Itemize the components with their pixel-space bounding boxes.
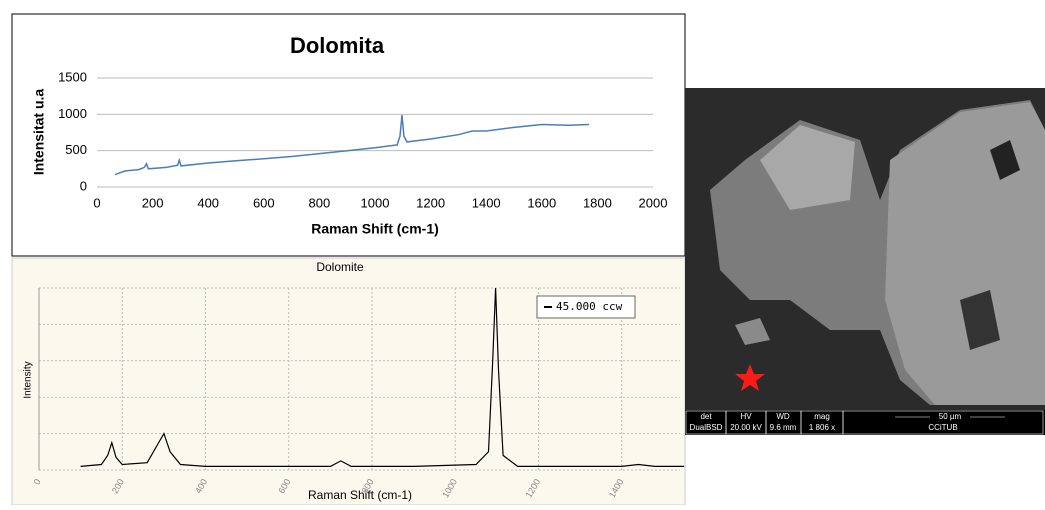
sem-label: HV	[740, 412, 752, 421]
x-tick-label: 1200	[416, 195, 445, 210]
sem-value: 20.00 kV	[730, 423, 762, 432]
sem-label: mag	[814, 412, 830, 421]
y-tick-label: 500	[65, 142, 87, 157]
y-axis-label: Intensity	[23, 361, 34, 398]
x-tick-label: 0	[93, 195, 100, 210]
x-tick-label: 1000	[361, 195, 390, 210]
page: Dolomita Raman Shift (cm-1) Intensitat u.a…	[0, 0, 1045, 505]
x-tick-label: 1400	[472, 195, 501, 210]
sem-scale: 50 µm	[939, 412, 962, 421]
x-tick-label: 1600	[527, 195, 556, 210]
sem-value: DualBSD	[690, 423, 723, 432]
chart-title: Dolomite	[316, 260, 364, 274]
sem-label: det	[700, 412, 712, 421]
y-axis-label: Intensitat u.a	[31, 89, 47, 176]
sem-lab: CCiTUB	[928, 423, 957, 432]
sem-image: det HV WD mag DualBSD 20.00 kV 9.6 mm 1 …	[685, 88, 1045, 435]
sem-value: 1 806 x	[809, 423, 835, 432]
y-tick-label: 0	[80, 178, 87, 193]
x-tick-label: 200	[142, 195, 164, 210]
x-axis-label: Raman Shift (cm-1)	[311, 221, 439, 237]
y-tick-label: 1500	[58, 69, 87, 84]
sem-value: 9.6 mm	[770, 423, 797, 432]
x-tick-label: 400	[197, 195, 219, 210]
x-tick-label: 2000	[639, 195, 668, 210]
x-tick-label: 800	[309, 195, 331, 210]
x-tick-label: 1800	[583, 195, 612, 210]
particle	[885, 102, 1045, 405]
x-tick-label: 600	[253, 195, 275, 210]
y-tick-label: 1000	[58, 106, 87, 121]
legend-label: 45.000 ccw	[556, 300, 623, 313]
chart-frame	[12, 258, 685, 505]
sem-label: WD	[776, 412, 790, 421]
chart-title: Dolomita	[290, 33, 385, 58]
